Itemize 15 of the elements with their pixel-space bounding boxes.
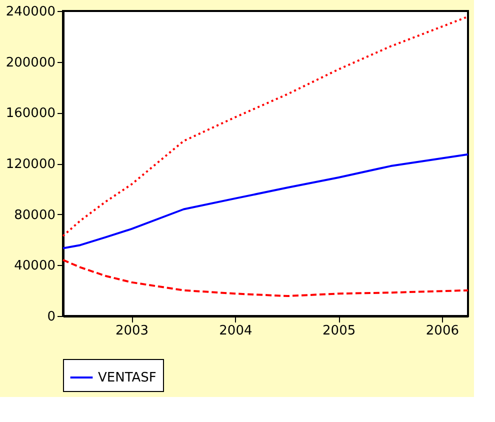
y-tick-label: 200000 [6, 55, 56, 70]
y-tick-label: 40000 [14, 258, 56, 274]
line-series [62, 153, 469, 250]
legend-label: VENTASF [98, 370, 156, 386]
x-tick-label: 2005 [322, 324, 356, 338]
x-tick-label: 2004 [219, 324, 252, 338]
y-tick-label: 160000 [6, 106, 56, 122]
y-tick-label: 240000 [6, 4, 56, 20]
x-tick-label: 2003 [115, 324, 149, 338]
y-tick-label: 80000 [14, 208, 56, 223]
y-tick-label: 0 [47, 310, 56, 324]
y-tick-label: 120000 [6, 157, 56, 172]
x-tick-label: 2006 [426, 324, 459, 338]
line-series [62, 258, 469, 298]
line-series [62, 16, 469, 237]
